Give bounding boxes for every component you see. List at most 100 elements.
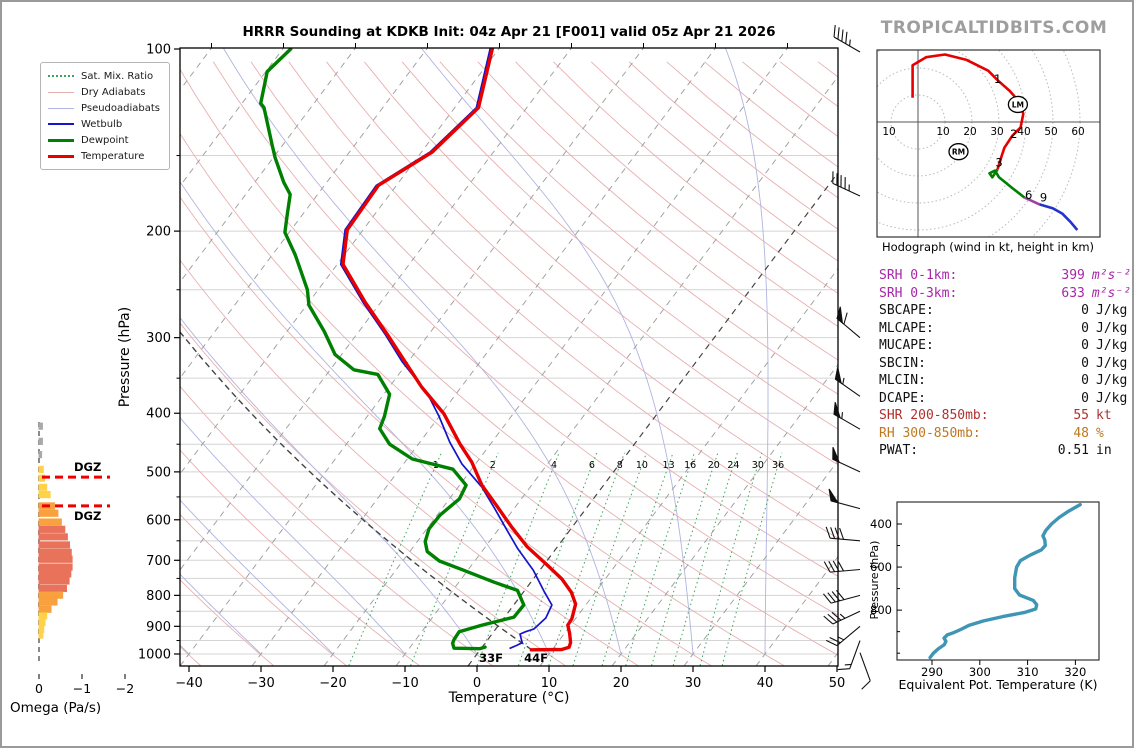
dry-adiabat-line bbox=[180, 513, 348, 666]
tropicaltidbits-watermark: TROPICALTIDBITS.COM bbox=[880, 18, 1108, 38]
omega-bar bbox=[38, 483, 48, 491]
omega-bar bbox=[38, 612, 48, 620]
temperature-axis-label: Temperature (°C) bbox=[448, 690, 570, 706]
hodograph-trace-9-12km bbox=[1039, 203, 1079, 231]
barb-staff bbox=[830, 537, 861, 542]
omega-bar bbox=[38, 548, 72, 556]
isotherm-line bbox=[180, 48, 500, 475]
stat-value: 399 bbox=[1061, 268, 1085, 283]
storm-motion-marker bbox=[948, 143, 969, 161]
mixing-ratio-line bbox=[699, 452, 763, 666]
mixing-ratio-label: 24 bbox=[727, 460, 739, 471]
stat-value: 0 bbox=[1081, 373, 1089, 388]
theta-e-panel: 400 600 800 290 300 310 320 bbox=[870, 501, 1100, 679]
wind-barb bbox=[836, 306, 861, 339]
temperature-curve bbox=[341, 48, 578, 652]
hodograph-ring-label: 60 bbox=[1071, 126, 1084, 138]
barb-full bbox=[825, 639, 838, 647]
barb-full bbox=[823, 561, 831, 573]
omega-bar bbox=[38, 422, 43, 430]
dry-adiabat-line bbox=[180, 132, 786, 666]
omega-bar bbox=[38, 437, 43, 445]
legend-item-mix: Sat. Mix. Ratio bbox=[48, 68, 160, 84]
dry-adiabat-line bbox=[326, 61, 838, 502]
barb-full bbox=[837, 560, 845, 572]
theta-e-frame bbox=[896, 501, 1100, 661]
mixing-ratio-label: 30 bbox=[752, 460, 764, 471]
omega-bar bbox=[38, 563, 73, 571]
legend-sample-pseudo-icon bbox=[48, 107, 74, 109]
stat-unit: kt bbox=[1096, 408, 1112, 423]
mixing-ratio-line bbox=[548, 452, 625, 666]
theta-e-x-tick-label: 320 bbox=[1064, 665, 1086, 679]
barb-full bbox=[829, 636, 841, 644]
legend-sample-dewpoint-icon bbox=[48, 138, 74, 142]
wind-barb bbox=[837, 640, 861, 671]
barb-pennant bbox=[832, 446, 841, 464]
dry-adiabat-line bbox=[180, 449, 421, 666]
wind-barb bbox=[834, 367, 861, 397]
barb-staff bbox=[832, 610, 861, 625]
stat-unit: J/kg bbox=[1096, 303, 1128, 318]
pressure-tick-label: 400 bbox=[146, 407, 171, 422]
hodograph-trace-0-3km bbox=[911, 53, 1025, 170]
stat-row-sbcin: SBCIN: 0 J/kg bbox=[879, 355, 1131, 373]
stat-label: RH 300-850mb: bbox=[879, 425, 981, 441]
stat-label: SBCIN: bbox=[879, 355, 926, 371]
stat-label: MLCIN: bbox=[879, 373, 926, 388]
omega-bar bbox=[38, 618, 46, 627]
omega-tick-label: −1 bbox=[73, 681, 91, 696]
stat-value: 0 bbox=[1081, 303, 1089, 318]
wind-barb bbox=[823, 610, 861, 625]
barb-half bbox=[849, 39, 851, 47]
stat-label: DCAPE: bbox=[879, 390, 926, 406]
barb-full bbox=[841, 29, 844, 42]
dry-adiabat-line bbox=[515, 61, 838, 327]
theta-e-y-tick-label: 800 bbox=[870, 603, 892, 617]
isotherm-line bbox=[539, 267, 838, 666]
mixing-ratio-label: 4 bbox=[551, 460, 557, 471]
barb-staff bbox=[833, 36, 861, 53]
stat-unit: J/kg bbox=[1096, 390, 1128, 406]
mixing-ratio-line bbox=[348, 452, 442, 666]
dry-adiabat-line bbox=[180, 322, 567, 666]
omega-bar bbox=[38, 605, 52, 613]
stat-unit: J/kg bbox=[1096, 355, 1128, 371]
hodograph-ring-label: 10 bbox=[936, 126, 949, 138]
omega-bar bbox=[38, 465, 44, 473]
stat-label: MLCAPE: bbox=[879, 320, 934, 336]
barb-full bbox=[839, 527, 845, 540]
skewt-plot-frame bbox=[179, 47, 839, 667]
isotherm-line bbox=[251, 48, 716, 666]
hodograph-clipped bbox=[877, 50, 1100, 237]
isotherm-line bbox=[395, 75, 838, 666]
theta-e-y-tick-label: 400 bbox=[870, 517, 892, 531]
stat-unit: J/kg bbox=[1096, 338, 1128, 353]
mixing-ratio-line bbox=[625, 452, 695, 666]
stat-value: 48 bbox=[1073, 425, 1089, 441]
barb-staff bbox=[832, 182, 861, 197]
stat-unit: J/kg bbox=[1096, 373, 1128, 388]
wind-barb bbox=[825, 526, 861, 542]
dry-adiabat-line bbox=[439, 61, 838, 395]
temperature-tick-label: 50 bbox=[829, 676, 846, 691]
barb-full bbox=[831, 611, 842, 621]
wind-barb bbox=[832, 446, 861, 473]
omega-bar bbox=[38, 598, 58, 606]
stat-label: PWAT: bbox=[879, 443, 919, 458]
omega-bar bbox=[38, 541, 71, 549]
pressure-tick-label: 1000 bbox=[138, 648, 171, 663]
stat-value: 633 bbox=[1061, 285, 1085, 301]
dry-adiabat-line bbox=[212, 61, 838, 616]
omega-bar bbox=[38, 555, 73, 563]
dry-adiabat-line bbox=[288, 61, 838, 539]
stat-row-mlcape: MLCAPE: 0 J/kg bbox=[879, 320, 1131, 338]
hodograph-ring-label: 40 bbox=[1017, 126, 1030, 138]
legend-sample-dry-icon bbox=[48, 91, 74, 93]
barb-full bbox=[828, 560, 836, 572]
stat-label: SRH 0-3km: bbox=[879, 285, 958, 301]
dry-adiabat-line bbox=[180, 259, 640, 666]
stat-value: 0 bbox=[1081, 390, 1089, 406]
